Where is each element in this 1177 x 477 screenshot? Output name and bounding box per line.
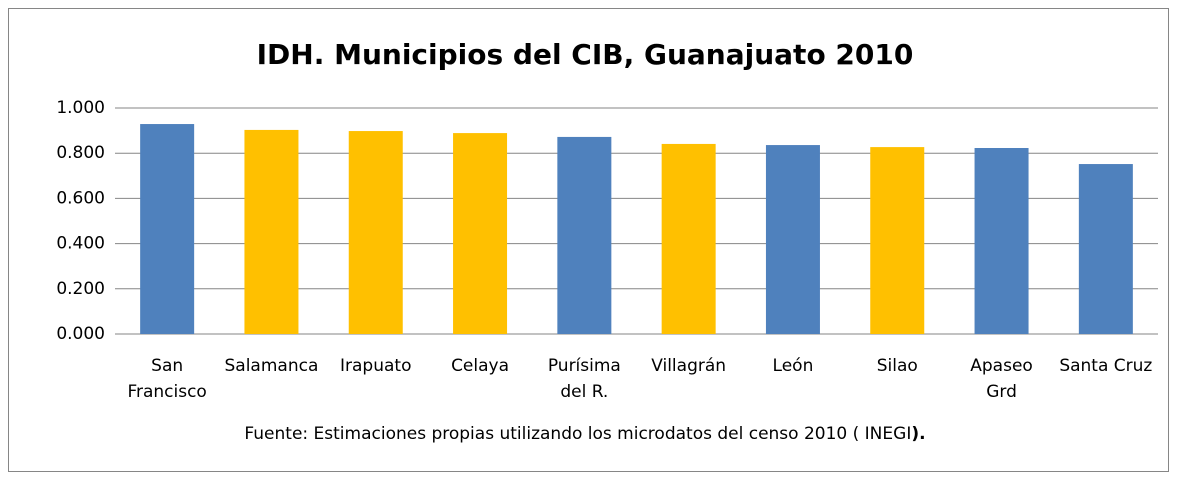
x-tick-label: del R. <box>560 382 608 402</box>
x-tick-label: San <box>151 356 183 376</box>
x-tick-label: Purísima <box>548 356 621 376</box>
y-tick-label: 0.400 <box>56 234 105 254</box>
bar <box>453 133 508 334</box>
bar <box>557 136 612 334</box>
chart-title: IDH. Municipios del CIB, Guanajuato 2010 <box>257 38 914 71</box>
y-tick-label: 0.200 <box>56 279 105 299</box>
bar <box>870 147 925 334</box>
x-tick-label: Villagrán <box>651 356 726 376</box>
x-tick-label: Silao <box>877 356 918 376</box>
x-tick-label: Salamanca <box>225 356 319 376</box>
y-tick-label: 0.000 <box>56 324 105 344</box>
source-text: Fuente: Estimaciones propias utilizando … <box>244 424 911 444</box>
x-tick-label: Francisco <box>127 382 206 402</box>
bar <box>765 145 820 334</box>
bar <box>244 129 299 334</box>
bar <box>140 124 195 335</box>
source-note: Fuente: Estimaciones propias utilizando … <box>244 424 925 444</box>
bar <box>661 143 716 334</box>
x-tick-label: Apaseo <box>970 356 1033 376</box>
bar <box>1078 164 1133 334</box>
x-tick-label: León <box>773 356 814 376</box>
x-tick-label: Celaya <box>451 356 509 376</box>
source-end: ). <box>911 424 925 444</box>
y-tick-label: 0.600 <box>56 188 105 208</box>
y-tick-label: 1.000 <box>56 98 105 118</box>
x-tick-label: Irapuato <box>340 356 411 376</box>
bar <box>974 148 1029 334</box>
x-tick-label: Grd <box>986 382 1017 402</box>
bar <box>348 131 403 334</box>
y-tick-label: 0.800 <box>56 143 105 163</box>
x-tick-label: Santa Cruz <box>1059 356 1152 376</box>
